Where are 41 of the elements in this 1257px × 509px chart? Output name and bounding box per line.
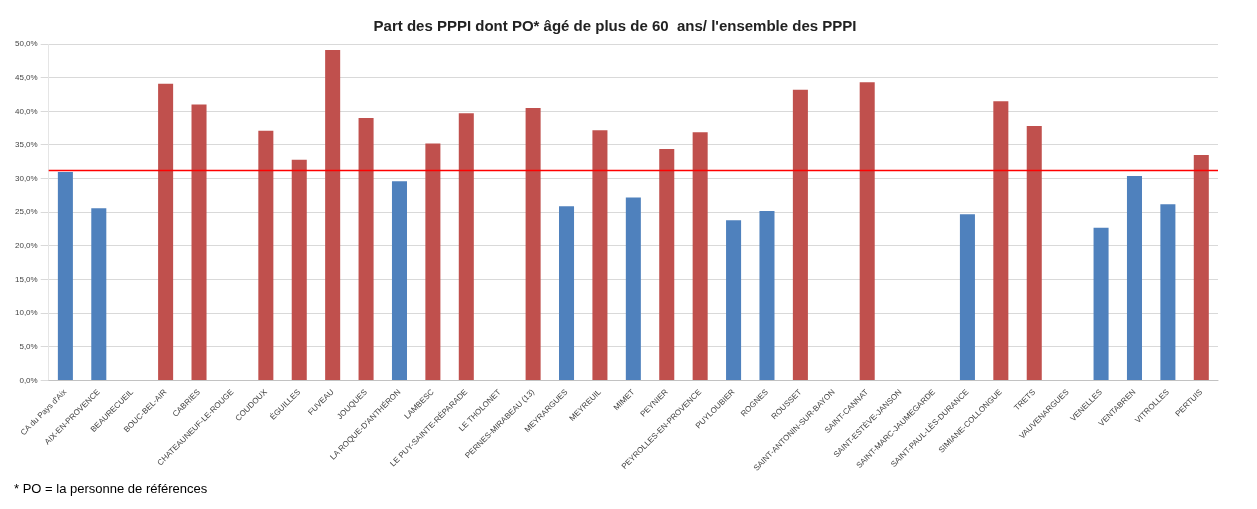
- bar: [1026, 126, 1042, 381]
- bar: [258, 130, 274, 381]
- bar: [792, 89, 808, 381]
- bar: [91, 208, 107, 381]
- y-tick-label: 10,0%: [15, 308, 38, 318]
- bar: [625, 197, 641, 381]
- y-tick-label: 40,0%: [15, 106, 38, 116]
- bar: [659, 149, 675, 381]
- y-tick-label: 45,0%: [15, 72, 38, 82]
- bar: [1160, 204, 1176, 381]
- y-tick-label: 20,0%: [15, 241, 38, 251]
- bar: [959, 214, 975, 381]
- bar: [57, 171, 73, 381]
- bar: [859, 82, 875, 381]
- text: * PO = la personne de références: [14, 481, 208, 497]
- chart-title: Part des PPPI dont PO* âgé de plus de 60 ans/ l'ensemble des PPPI: [373, 17, 857, 35]
- bar: [1093, 227, 1109, 381]
- y-tick-label: 15,0%: [15, 274, 38, 284]
- bar: [358, 118, 374, 381]
- bar: [726, 220, 742, 381]
- bar: [1193, 155, 1209, 381]
- y-tick-label: 50,0%: [15, 39, 38, 49]
- bar: [1126, 175, 1142, 381]
- y-tick-label: 5,0%: [19, 342, 38, 352]
- bar: [592, 130, 608, 381]
- bar: [759, 210, 775, 381]
- bar: [525, 107, 541, 381]
- bar: [692, 132, 708, 381]
- bar: [325, 50, 341, 381]
- bar: [391, 181, 407, 381]
- bar: [291, 159, 307, 381]
- y-tick-label: 25,0%: [15, 207, 38, 217]
- bar: [993, 101, 1009, 381]
- bar: [425, 143, 441, 381]
- y-tick-label: 30,0%: [15, 173, 38, 183]
- bar: [559, 206, 575, 381]
- y-tick-label: 35,0%: [15, 140, 38, 150]
- bar: [191, 104, 207, 381]
- bar: [458, 113, 474, 381]
- y-tick-label: 0,0%: [19, 375, 38, 385]
- bar: [158, 83, 174, 381]
